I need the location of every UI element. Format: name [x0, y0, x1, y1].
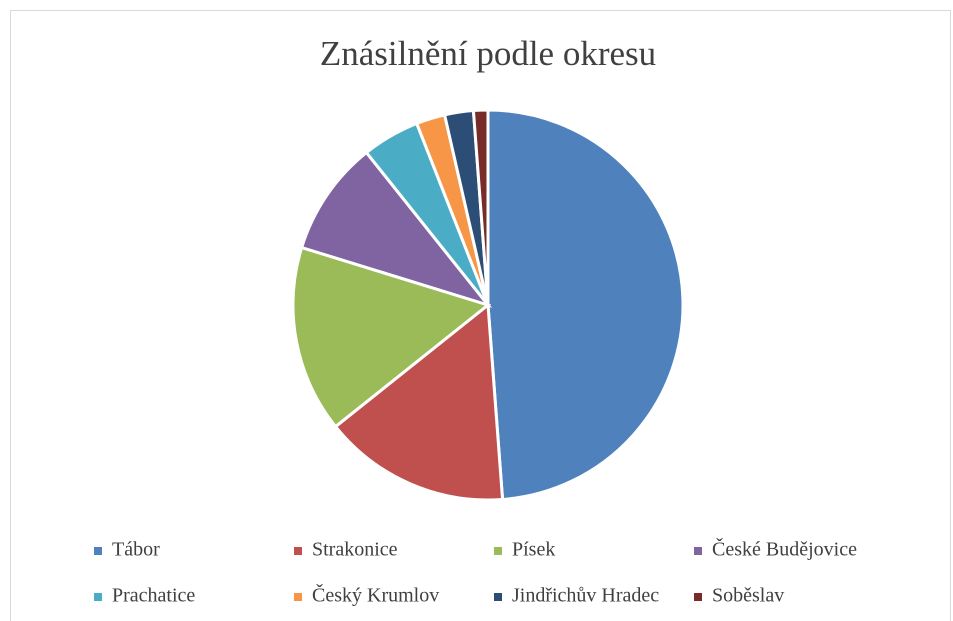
legend-label: Písek — [512, 539, 555, 561]
legend-marker — [294, 593, 302, 601]
pie-slice — [291, 245, 492, 429]
pie-slice — [299, 150, 493, 308]
legend-marker — [294, 547, 302, 555]
legend-label: Soběslav — [712, 585, 784, 607]
legend-marker — [694, 593, 702, 601]
legend-marker — [94, 593, 102, 601]
legend-label: Jindřichův Hradec — [512, 585, 659, 607]
legend-label: Český Krumlov — [312, 583, 439, 607]
pie-slice — [471, 108, 490, 306]
legend-marker — [494, 593, 502, 601]
legend-label: Tábor — [112, 539, 160, 561]
legend-marker — [694, 547, 702, 555]
legend-marker — [94, 547, 102, 555]
pie-slice — [333, 302, 505, 502]
legend-label: Strakonice — [312, 539, 398, 561]
legend-label: Prachatice — [112, 585, 195, 607]
chart-title: Znásilnění podle okresu — [320, 34, 656, 73]
legend-marker — [494, 547, 502, 555]
pie-slice — [486, 108, 685, 502]
legend-label: České Budějovice — [712, 537, 857, 561]
